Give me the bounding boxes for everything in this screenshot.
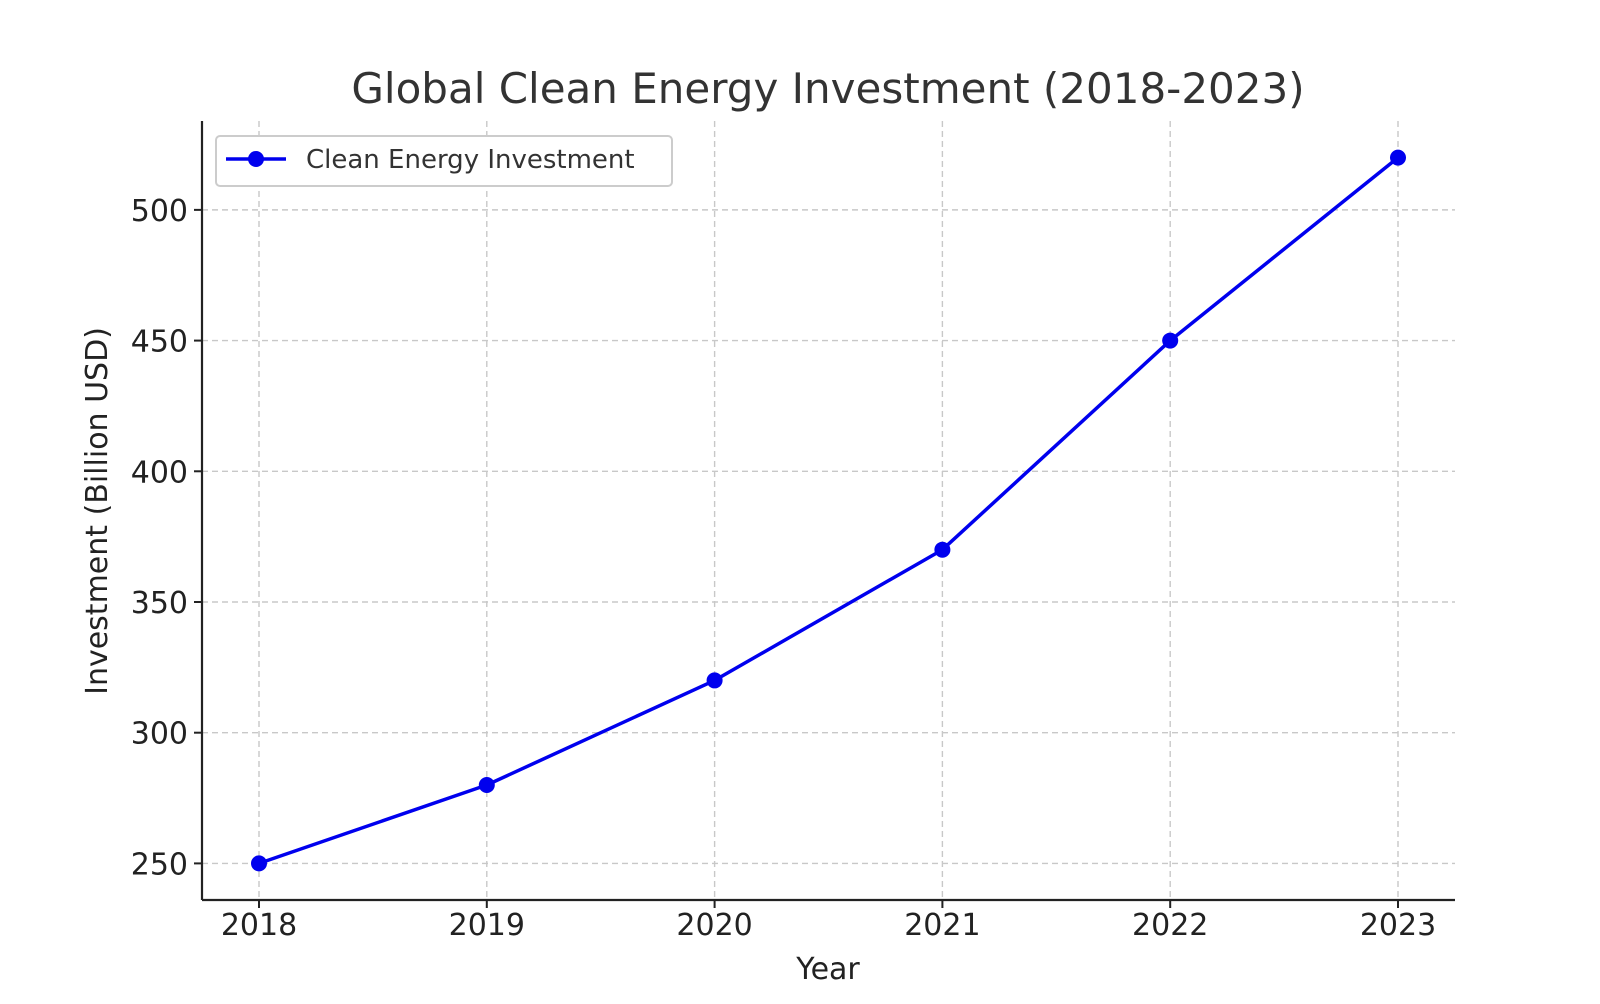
data-point [706,672,723,689]
y-tick-label: 400 [131,455,188,490]
x-tick-label: 2019 [449,908,525,943]
x-axis-title: Year [795,952,860,987]
data-point [1390,149,1406,166]
x-tick-label: 2020 [676,908,752,943]
data-point [934,541,951,558]
data-point [251,855,267,872]
chart-title: Global Clean Energy Investment (2018-202… [351,64,1304,113]
y-tick-label: 450 [131,325,188,360]
data-point [1162,332,1179,349]
x-tick-label: 2023 [1360,908,1436,943]
y-tick-label: 300 [131,717,188,752]
x-tick-label: 2022 [1132,908,1208,943]
legend-box [215,135,673,187]
x-ticks: 2018 2019 2020 2021 2022 2023 [221,900,1436,943]
y-tick-label: 500 [131,194,188,229]
legend-marker-swatch [248,151,264,167]
legend: Clean Energy Investment [215,135,673,187]
data-point [478,776,495,793]
axes [200,121,1455,902]
y-tick-label: 350 [131,586,188,621]
legend-label: Clean Energy Investment [306,145,635,175]
series [251,149,1406,872]
x-tick-label: 2021 [904,908,980,943]
y-tick-label: 250 [131,847,188,882]
y-ticks: 250 300 350 400 450 500 [131,194,202,882]
y-axis-title: Investment (Billion USD) [80,327,115,695]
grid [202,121,1455,900]
series-line [258,156,1400,866]
x-tick-label: 2018 [221,908,297,943]
